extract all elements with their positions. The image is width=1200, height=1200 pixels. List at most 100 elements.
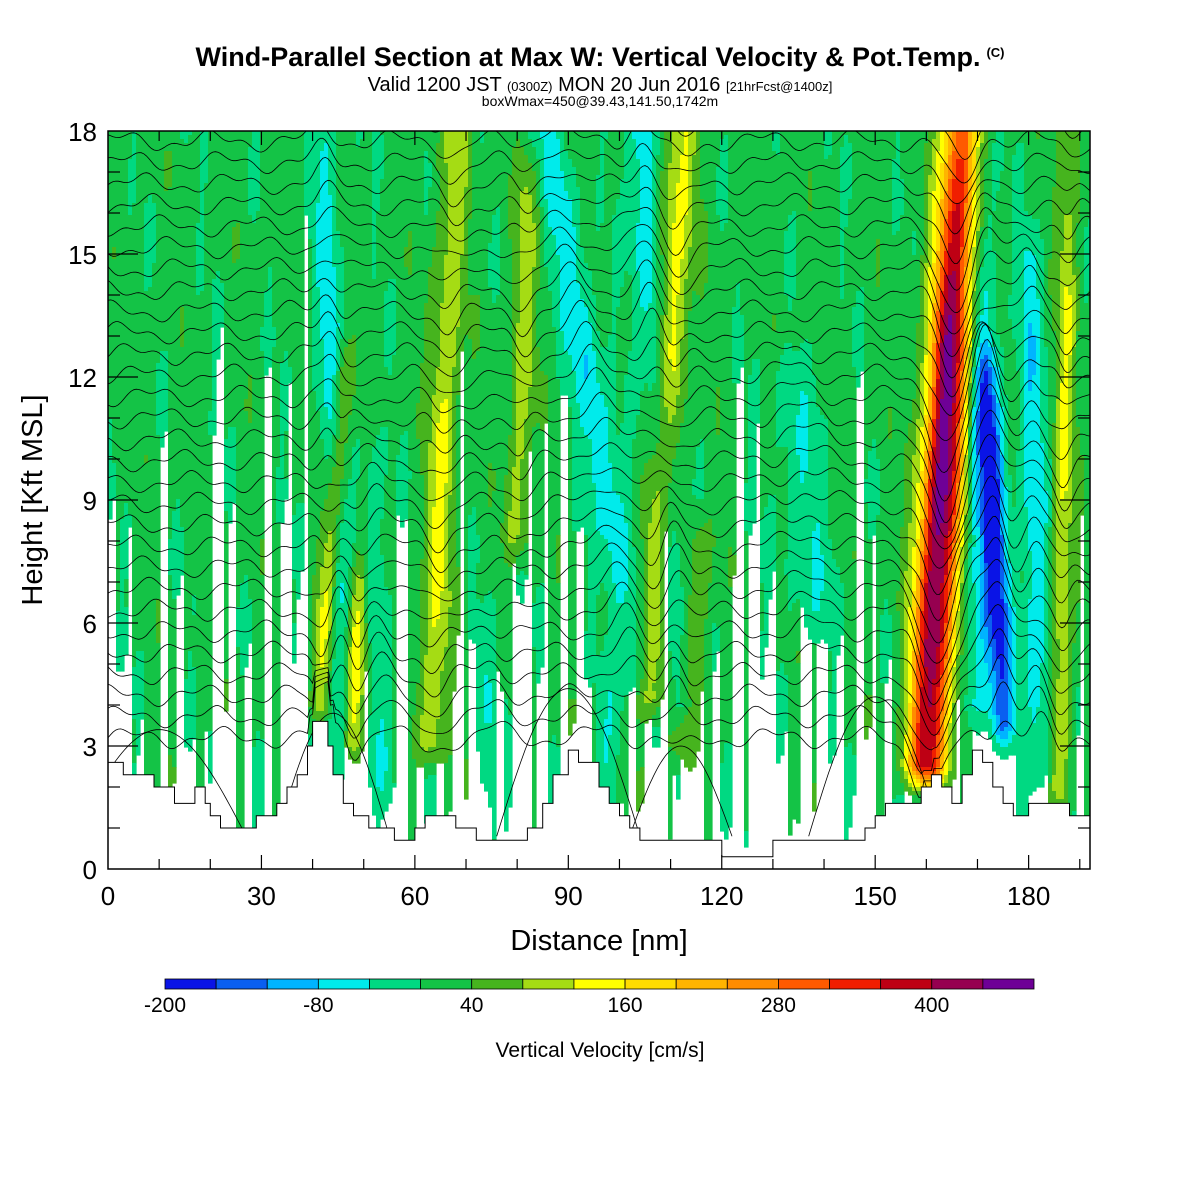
- velocity-cell: [976, 411, 981, 456]
- velocity-cell: [1064, 131, 1069, 216]
- velocity-cell: [636, 131, 641, 160]
- velocity-cell: [308, 735, 313, 756]
- velocity-cell: [344, 731, 349, 748]
- velocity-cell: [1040, 131, 1045, 240]
- velocity-cell: [588, 323, 593, 440]
- velocity-cell: [232, 263, 237, 428]
- velocity-cell: [620, 287, 625, 424]
- velocity-cell: [688, 595, 693, 700]
- velocity-cell: [172, 511, 177, 600]
- velocity-cell: [956, 363, 961, 424]
- velocity-cell: [496, 131, 501, 208]
- velocity-cell: [172, 131, 177, 512]
- velocity-cell: [1036, 707, 1041, 788]
- velocity-cell: [628, 351, 633, 692]
- velocity-cell: [140, 651, 145, 720]
- velocity-cell: [432, 747, 437, 764]
- velocity-cell: [908, 767, 913, 776]
- velocity-cell: [728, 547, 733, 588]
- velocity-cell: [664, 407, 669, 532]
- velocity-cell: [160, 351, 165, 448]
- velocity-cell: [820, 591, 825, 640]
- velocity-cell: [608, 551, 613, 692]
- velocity-cell: [952, 403, 957, 472]
- velocity-cell: [932, 191, 937, 264]
- velocity-cell: [308, 239, 313, 692]
- velocity-cell: [208, 411, 213, 436]
- velocity-cell: [908, 775, 913, 784]
- velocity-cell: [584, 307, 589, 356]
- velocity-cell: [268, 131, 273, 268]
- velocity-cell: [604, 719, 609, 764]
- velocity-cell: [824, 419, 829, 644]
- velocity-cell: [940, 315, 945, 344]
- velocity-cell: [808, 131, 813, 172]
- velocity-cell: [668, 547, 673, 652]
- velocity-cell: [208, 131, 213, 412]
- velocity-cell: [440, 591, 445, 672]
- velocity-cell: [864, 695, 869, 740]
- velocity-cell: [500, 543, 505, 692]
- velocity-cell: [380, 719, 385, 792]
- velocity-cell: [972, 367, 977, 408]
- velocity-cell: [656, 443, 661, 492]
- velocity-cell: [992, 395, 997, 428]
- velocity-cell: [672, 131, 677, 224]
- velocity-cell: [1056, 399, 1061, 640]
- velocity-cell: [584, 131, 589, 264]
- velocity-cell: [1012, 339, 1017, 508]
- velocity-cell: [812, 643, 817, 784]
- velocity-cell: [284, 131, 289, 352]
- velocity-cell: [916, 783, 921, 788]
- velocity-cell: [484, 675, 489, 724]
- velocity-cell: [940, 267, 945, 292]
- velocity-cell: [380, 427, 385, 520]
- theta-contour: [108, 559, 1090, 685]
- velocity-cell: [668, 163, 673, 344]
- velocity-cell: [948, 275, 953, 316]
- velocity-cell: [852, 367, 857, 552]
- velocity-cell: [876, 239, 881, 288]
- velocity-cell: [272, 131, 277, 328]
- velocity-cell: [568, 699, 573, 736]
- velocity-cell: [176, 131, 181, 500]
- velocity-cell: [1060, 251, 1065, 384]
- velocity-cell: [132, 203, 137, 668]
- theta-contour: [108, 729, 247, 837]
- velocity-cell: [884, 599, 889, 684]
- velocity-cell: [816, 523, 821, 612]
- vertical-velocity-field: [108, 131, 1090, 864]
- velocity-cell: [676, 395, 681, 444]
- velocity-cell: [476, 295, 481, 352]
- velocity-cell: [1016, 143, 1021, 372]
- velocity-cell: [484, 595, 489, 676]
- velocity-cell: [636, 415, 641, 696]
- velocity-cell: [936, 251, 941, 284]
- velocity-cell: [800, 131, 805, 344]
- velocity-cell: [880, 683, 885, 852]
- velocity-cell: [1000, 739, 1005, 748]
- theta-contour: [108, 156, 1090, 235]
- velocity-cell: [1028, 215, 1033, 252]
- velocity-cell: [920, 551, 925, 580]
- velocity-cell: [908, 783, 913, 788]
- velocity-cell: [964, 203, 969, 268]
- velocity-cell: [292, 131, 297, 516]
- velocity-cell: [948, 495, 953, 532]
- theta-contour: [108, 515, 1090, 644]
- colorbar-swatch: [726, 978, 779, 990]
- velocity-cell: [948, 211, 953, 244]
- velocity-cell: [880, 131, 885, 616]
- velocity-cell: [428, 747, 433, 764]
- velocity-cell: [684, 215, 689, 280]
- velocity-cell: [180, 139, 185, 308]
- velocity-cell: [640, 539, 645, 680]
- velocity-cell: [688, 707, 693, 772]
- velocity-cell: [492, 599, 497, 840]
- velocity-cell: [432, 627, 437, 748]
- velocity-cell: [524, 419, 529, 544]
- velocity-cell: [508, 175, 513, 240]
- colorbar-swatch: [982, 978, 1035, 990]
- velocity-cell: [384, 367, 389, 428]
- velocity-cell: [536, 131, 541, 160]
